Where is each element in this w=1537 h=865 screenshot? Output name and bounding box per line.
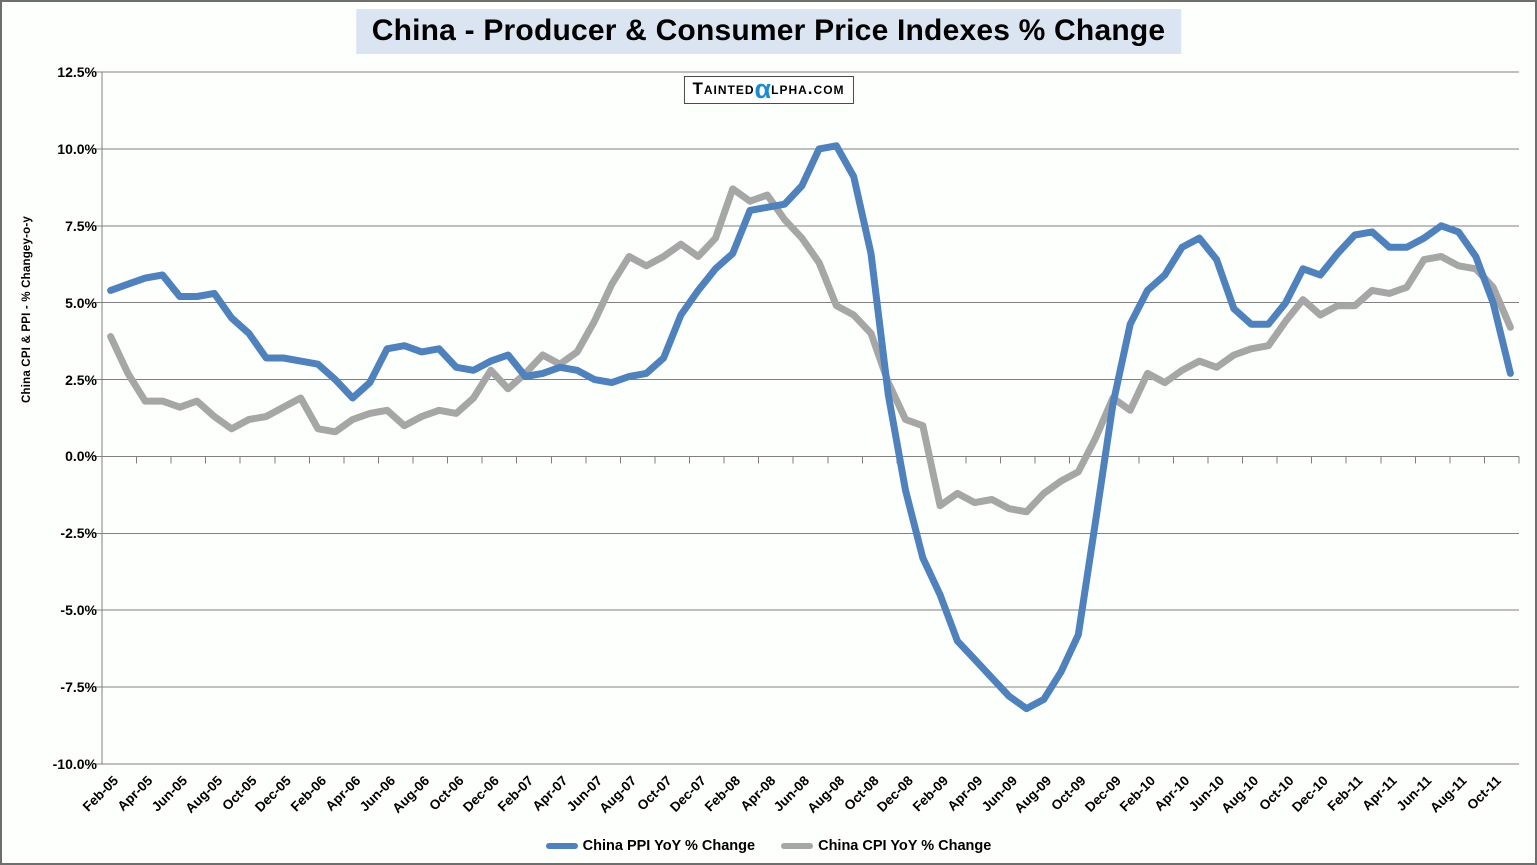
y-tick-label: -7.5%: [60, 679, 97, 696]
y-tick-label: 0.0%: [65, 448, 97, 465]
watermark-text-left: Tainted: [692, 79, 755, 98]
y-tick-label: 2.5%: [65, 371, 97, 388]
y-tick-label: -2.5%: [60, 525, 97, 542]
cpi-legend-label: China CPI YoY % Change: [818, 838, 992, 854]
y-tick-label: 7.5%: [65, 217, 97, 234]
y-tick-label: -5.0%: [60, 602, 97, 619]
taintedalpha-watermark: Taintedαlpha.com: [683, 74, 854, 104]
chart-title: China - Producer & Consumer Price Indexe…: [355, 9, 1182, 54]
watermark-text-right: lpha.com: [771, 79, 845, 98]
y-tick-label: -10.0%: [52, 756, 97, 772]
cpi-legend-swatch: [781, 843, 814, 849]
y-tick-label: 5.0%: [65, 294, 97, 311]
ppi-legend-label: China PPI YoY % Change: [582, 838, 756, 854]
cpi-line: [107, 185, 1514, 516]
y-tick-label: 10.0%: [57, 140, 97, 157]
alpha-glyph: α: [754, 74, 772, 104]
y-tick-label: 12.5%: [57, 64, 97, 80]
ppi-line: [107, 142, 1514, 713]
ppi-legend-swatch: [545, 843, 578, 849]
chart-legend: China PPI YoY % Change China CPI YoY % C…: [2, 838, 1535, 854]
